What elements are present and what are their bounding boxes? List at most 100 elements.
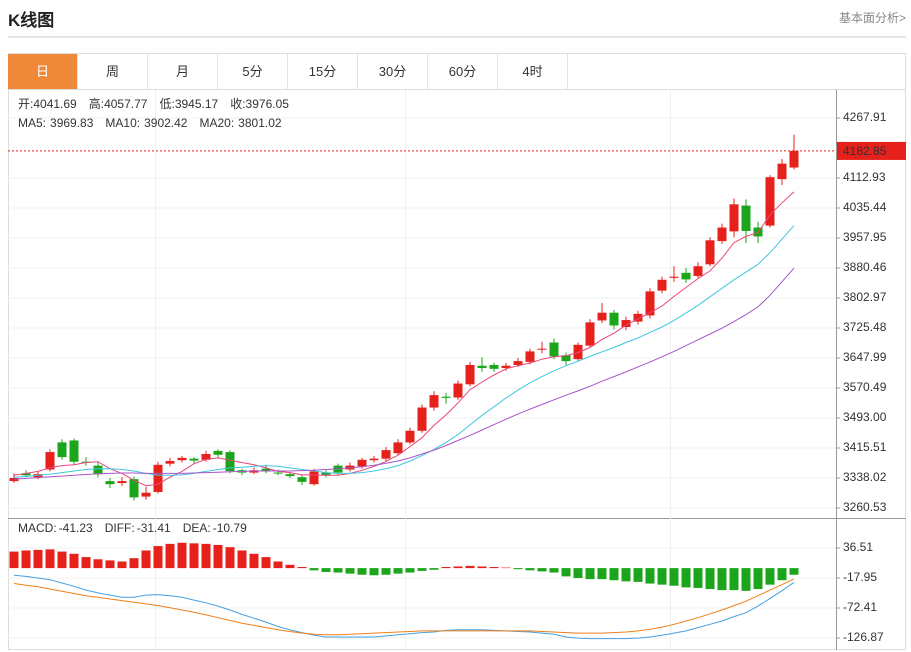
candle-body xyxy=(573,344,583,360)
analysis-link[interactable]: 基本面分析> xyxy=(838,11,906,25)
y-tick-label: 4035.44 xyxy=(843,200,887,214)
macd-bar xyxy=(561,568,571,577)
candle-body xyxy=(57,442,67,458)
macd-bar xyxy=(657,568,667,585)
candle-body xyxy=(165,460,175,464)
macd-bar xyxy=(717,568,727,591)
macd-bar xyxy=(681,568,691,588)
legend-name: MA5: xyxy=(18,116,46,130)
y-tick-label: 3493.00 xyxy=(843,410,887,424)
macd-bar xyxy=(213,544,223,569)
candle-body xyxy=(201,454,211,460)
candle-body xyxy=(213,450,223,455)
macd-bar xyxy=(573,568,583,579)
macd-bar xyxy=(765,568,775,585)
period-tab[interactable]: 日 xyxy=(8,54,78,89)
legend-name: DEA: xyxy=(183,521,211,535)
candle-body xyxy=(429,395,439,408)
macd-bar xyxy=(249,553,259,569)
candle-body xyxy=(309,471,319,485)
candle-body xyxy=(189,458,199,461)
candle-body xyxy=(501,365,511,369)
macd-bar xyxy=(525,568,535,571)
period-tabs: 日周月 5分 15分 30分 60分 4时 xyxy=(8,54,568,89)
legend-name: 高: xyxy=(89,96,104,111)
candle-body xyxy=(477,365,487,369)
macd-bar xyxy=(309,568,319,571)
macd-bar xyxy=(513,568,523,570)
macd-bar xyxy=(645,568,655,584)
candle-body xyxy=(153,464,163,492)
macd-bar xyxy=(129,558,139,569)
macd-bar xyxy=(753,568,763,590)
macd-bar xyxy=(21,550,31,569)
candle-body xyxy=(105,481,115,485)
macd-bar xyxy=(693,568,703,588)
macd-bar xyxy=(321,568,331,572)
candle-body xyxy=(417,407,427,431)
period-tab[interactable]: 5分 xyxy=(218,54,288,89)
period-tab[interactable]: 30分 xyxy=(358,54,428,89)
y-tick-label: 3725.48 xyxy=(843,320,887,334)
macd-bar xyxy=(537,568,547,572)
period-tab[interactable]: 月 xyxy=(148,54,218,89)
ma-line xyxy=(13,267,795,480)
legend-name: 收: xyxy=(230,97,245,111)
candle-body xyxy=(21,473,31,476)
candle-body xyxy=(669,276,679,278)
period-tab[interactable]: 4时 xyxy=(498,54,568,89)
macd-bar xyxy=(285,564,295,569)
candle-body xyxy=(393,442,403,454)
macd-bar xyxy=(393,568,403,574)
legend-value: -10.79 xyxy=(213,521,247,535)
macd-bar xyxy=(225,547,235,569)
candle-body xyxy=(465,364,475,385)
legend-value: 4041.69 xyxy=(33,97,77,111)
macd-bar xyxy=(369,568,379,576)
period-tab[interactable]: 15分 xyxy=(288,54,358,89)
candle-body xyxy=(321,472,331,475)
macd-bar xyxy=(405,568,415,573)
legend-value: -41.23 xyxy=(59,521,93,535)
candle-body xyxy=(273,472,283,474)
candle-body xyxy=(369,458,379,461)
ma-line xyxy=(13,225,795,478)
macd-bar xyxy=(441,567,451,569)
y-tick-label: 3880.46 xyxy=(843,260,887,274)
candle-body xyxy=(141,492,151,497)
macd-bar xyxy=(141,550,151,569)
macd-bar xyxy=(333,568,343,573)
macd-bar xyxy=(261,557,271,569)
macd-bar xyxy=(9,551,19,569)
candle-body xyxy=(741,205,751,231)
y-tick-label: 4267.91 xyxy=(843,110,887,124)
candle-body xyxy=(261,468,271,472)
candle-body xyxy=(405,430,415,443)
period-tab[interactable]: 周 xyxy=(78,54,148,89)
y-tick-label: 3802.97 xyxy=(843,290,887,304)
candle-body xyxy=(537,348,547,350)
macd-bar xyxy=(297,567,307,569)
legend-name: MA20: xyxy=(199,116,234,130)
ma-line xyxy=(13,191,795,487)
y-tick-label: 3415.51 xyxy=(843,440,887,454)
macd-bar xyxy=(597,568,607,580)
macd-line xyxy=(13,578,795,636)
macd-bar xyxy=(57,551,67,569)
legend-value: 3976.05 xyxy=(246,97,290,111)
candle-body xyxy=(69,440,79,462)
macd-bar xyxy=(33,549,43,569)
macd-bar xyxy=(453,566,463,569)
macd-bar xyxy=(81,557,91,569)
macd-bar xyxy=(609,568,619,581)
candle-body xyxy=(717,227,727,242)
y-tick-label: -17.95 xyxy=(843,570,877,584)
macd-bar xyxy=(729,568,739,591)
macd-bar xyxy=(93,559,103,569)
period-tab[interactable]: 60分 xyxy=(428,54,498,89)
frame xyxy=(8,53,906,650)
macd-bar xyxy=(45,549,55,569)
macd-bar xyxy=(741,568,751,591)
candle-body xyxy=(525,351,535,362)
